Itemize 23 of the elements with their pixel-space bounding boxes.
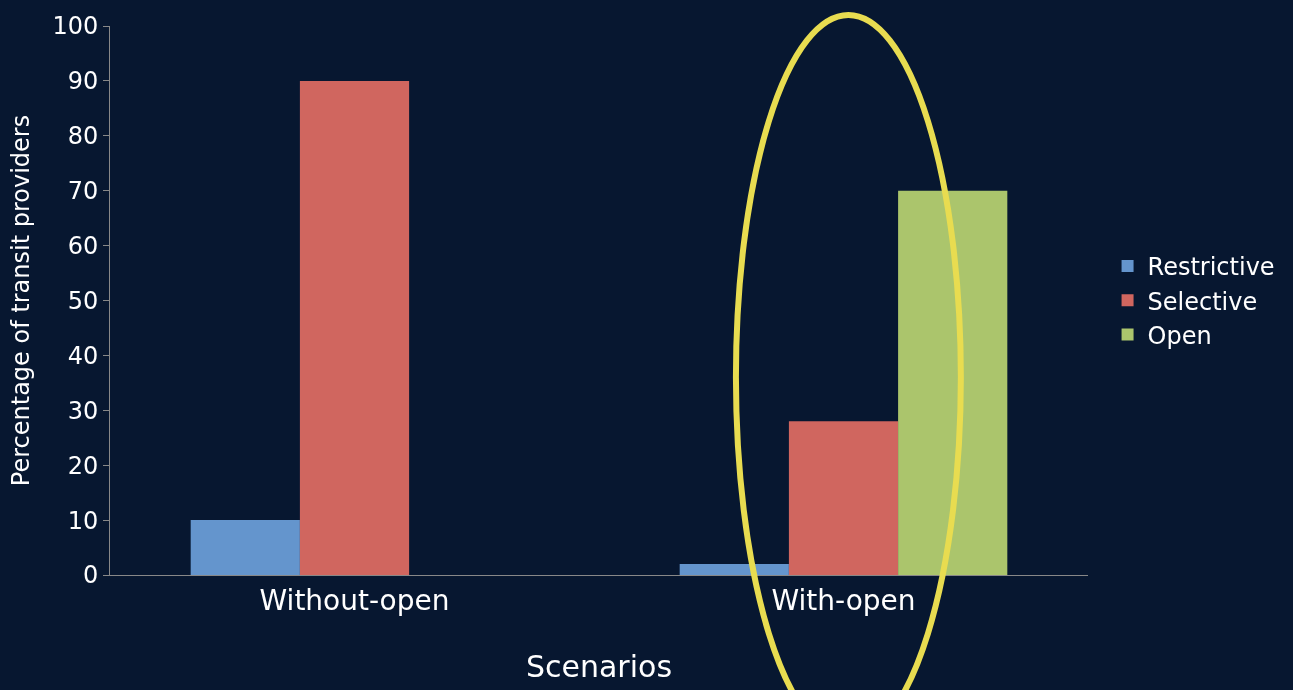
x-tick-label: With-open (771, 583, 916, 617)
y-tick-label: 70 (67, 177, 99, 206)
bar (190, 520, 300, 575)
legend-label: Restrictive (1147, 253, 1275, 282)
x-tick-label: Without-open (259, 583, 450, 617)
y-tick-label: 80 (67, 122, 99, 151)
y-tick-label: 100 (52, 12, 99, 41)
legend-label: Open (1147, 321, 1212, 350)
y-tick-label: 20 (67, 451, 99, 480)
bar (299, 80, 410, 575)
y-tick-label: 10 (67, 506, 99, 535)
bar (679, 564, 789, 575)
x-axis-title: Scenarios (525, 649, 673, 685)
y-tick-label: 90 (67, 67, 99, 96)
bar (788, 421, 899, 575)
y-axis-title: Percentage of transit providers (7, 114, 36, 487)
bar (898, 190, 1008, 575)
legend-label: Selective (1147, 287, 1258, 316)
y-tick-label: 40 (67, 341, 99, 370)
y-tick-label: 60 (67, 232, 99, 260)
y-tick-label: 0 (82, 561, 99, 590)
y-tick-label: 50 (67, 286, 99, 315)
y-tick-label: 30 (67, 396, 99, 425)
